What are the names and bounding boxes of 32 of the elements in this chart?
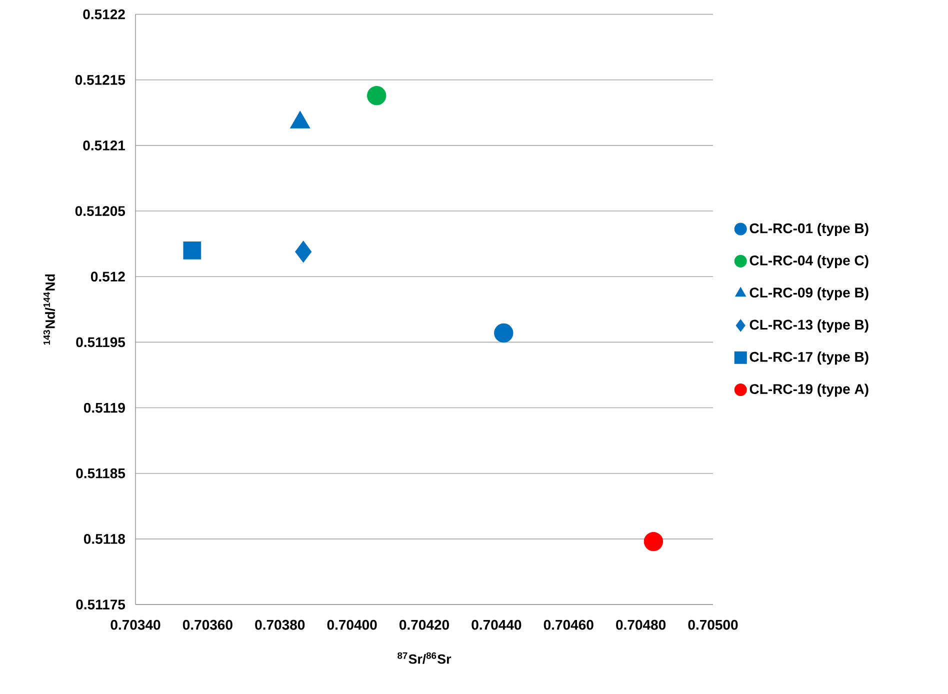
x-tick-label: 0.70360 bbox=[182, 620, 232, 630]
y-tick-label: 0.51175 bbox=[76, 600, 126, 610]
x-tick-label: 0.70420 bbox=[399, 620, 449, 630]
x-tick-label: 0.70380 bbox=[255, 620, 305, 630]
y-tick-label: 0.51205 bbox=[75, 206, 126, 216]
y-tick-label: 0.5121 bbox=[83, 140, 126, 150]
x-tick-label: 0.70480 bbox=[616, 620, 666, 630]
point bbox=[295, 240, 312, 263]
point bbox=[644, 532, 664, 552]
legend-label: CL-RC-17 (type B) bbox=[750, 352, 868, 365]
point bbox=[494, 323, 514, 343]
y-tick-label: 0.51215 bbox=[75, 74, 126, 85]
legend-label: CL-RC-04 (type C) bbox=[750, 255, 868, 268]
x-tick-label: 0.70440 bbox=[472, 620, 522, 630]
y-tick-label: 0.5119 bbox=[84, 402, 125, 413]
point bbox=[367, 86, 386, 106]
x-tick-label: 0.70340 bbox=[110, 620, 160, 630]
legend-label: CL-RC-01 (type B) bbox=[750, 222, 868, 236]
x-tick-label: 0.70500 bbox=[688, 620, 738, 630]
x-tick-label: 0.70400 bbox=[327, 620, 377, 630]
y-tick-label: 0.51195 bbox=[76, 337, 126, 348]
y-tick-label: 0.512 bbox=[90, 272, 125, 282]
y-tick-label: 0.5122 bbox=[83, 9, 125, 20]
point bbox=[183, 241, 202, 260]
y-tick-label: 0.5118 bbox=[84, 534, 126, 544]
x-axis-title: $^{87}$Sr/$^{86}$Sr bbox=[398, 652, 452, 664]
y-axis-title: $^{143}$Nd/$^{144}$Nd bbox=[43, 274, 56, 345]
y-tick-label: 0.51185 bbox=[76, 468, 126, 478]
x-tick-label: 0.70460 bbox=[544, 620, 594, 630]
legend-label: CL-RC-09 (type B) bbox=[750, 287, 868, 300]
legend-label: CL-RC-13 (type B) bbox=[750, 319, 868, 332]
legend-label: CL-RC-19 (type A) bbox=[750, 384, 868, 397]
